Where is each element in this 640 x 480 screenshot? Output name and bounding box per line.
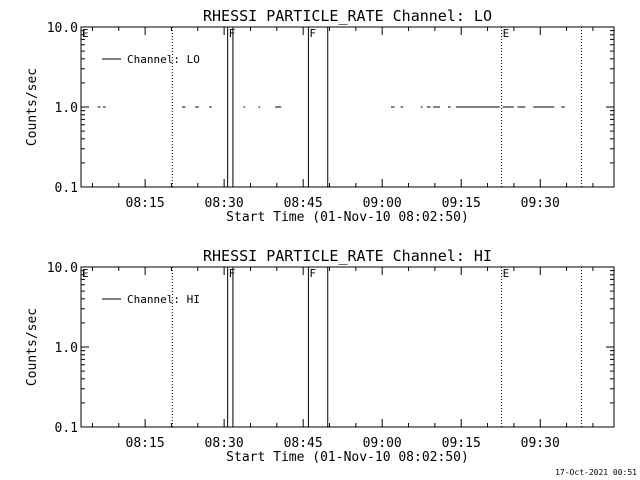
flag-label: E (503, 27, 510, 40)
y-tick-label: 1.0 (55, 341, 78, 356)
flag-label: E (503, 267, 510, 280)
y-tick-label: 1.0 (55, 101, 78, 116)
x-tick-label: 08:30 (205, 436, 244, 451)
x-tick-label: 08:15 (126, 196, 165, 211)
flag-label: F (309, 267, 316, 280)
chart-title: RHESSI PARTICLE_RATE Channel: HI (203, 247, 492, 265)
x-tick-label: 08:45 (284, 436, 323, 451)
x-tick-label: 08:30 (205, 196, 244, 211)
x-tick-label: 09:15 (442, 196, 481, 211)
y-tick-label: 0.1 (55, 421, 78, 436)
y-axis-label: Counts/sec (25, 308, 40, 386)
flag-label: E (82, 267, 89, 280)
x-tick-label: 09:15 (442, 436, 481, 451)
timestamp-label: 17-Oct-2021 00:51 (555, 468, 637, 477)
chart-panel-1: RHESSI PARTICLE_RATE Channel: LO 0.1 1.0 10… (25, 7, 615, 225)
y-tick-label: 10.0 (47, 261, 78, 276)
flag-label: F (309, 27, 316, 40)
plot-frame (80, 266, 615, 428)
y-axis-label: Counts/sec (25, 68, 40, 146)
legend-label: Channel: HI (127, 293, 200, 306)
x-tick-label: 09:00 (363, 436, 402, 451)
x-axis-label: Start Time (01-Nov-10 08:02:50) (226, 450, 469, 465)
flag-label: F (229, 27, 236, 40)
x-tick-label: 08:15 (126, 436, 165, 451)
chart-panel-2: RHESSI PARTICLE_RATE Channel: HI 0.1 1.0 10… (25, 247, 615, 465)
x-tick-label: 09:30 (521, 196, 560, 211)
chart-title: RHESSI PARTICLE_RATE Channel: LO (203, 7, 492, 25)
x-tick-label: 09:00 (363, 196, 402, 211)
legend-label: Channel: LO (127, 53, 200, 66)
x-tick-label: 08:45 (284, 196, 323, 211)
flag-label: F (229, 267, 236, 280)
y-tick-label: 10.0 (47, 21, 78, 36)
x-axis-label: Start Time (01-Nov-10 08:02:50) (226, 210, 469, 225)
y-tick-label: 0.1 (55, 181, 78, 196)
flag-label: E (82, 27, 89, 40)
x-tick-label: 09:30 (521, 436, 560, 451)
